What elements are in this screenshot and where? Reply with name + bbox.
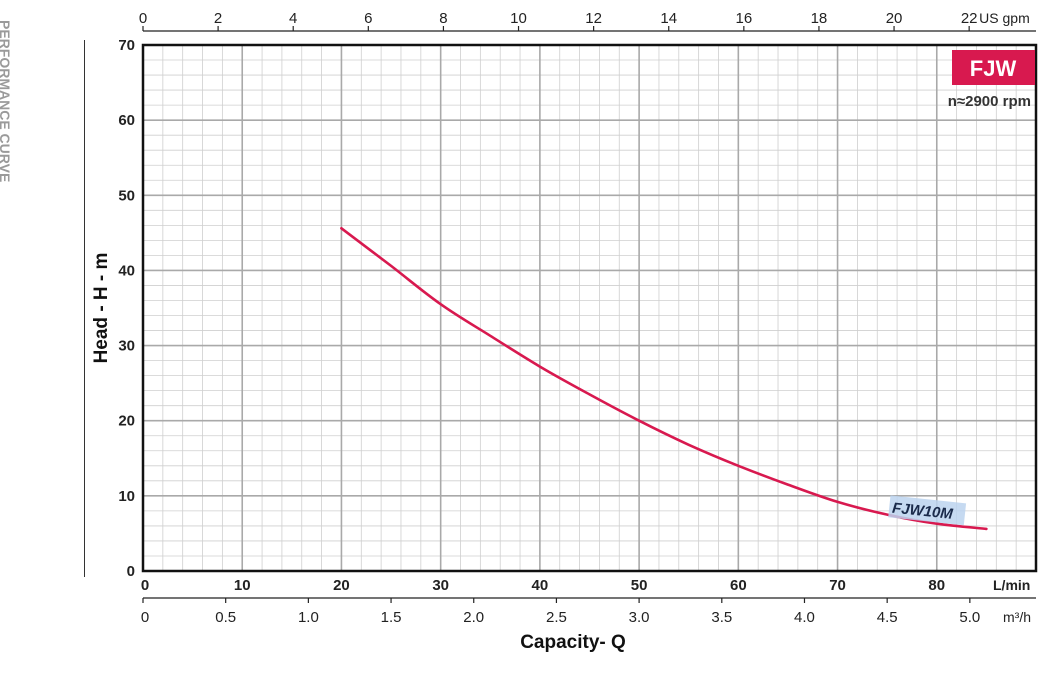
m3h-tick-label: 5.0	[959, 609, 980, 626]
major-grid	[142, 44, 1036, 572]
x-axis-title: Capacity- Q	[520, 632, 626, 653]
x-tick-label: 50	[631, 577, 648, 594]
gpm-tick-label: 8	[439, 10, 447, 27]
x-tick-label: 30	[432, 577, 449, 594]
bottom-axis-lmin: 0 10 20 30 40 50 60 70 80	[141, 577, 945, 594]
x-unit-lmin: L/min	[993, 577, 1030, 593]
series-layer: FJW10M	[340, 227, 988, 531]
side-divider	[84, 40, 85, 577]
gpm-tick-label: 0	[139, 10, 147, 27]
m3h-tick-label: 1.5	[381, 609, 402, 626]
y-tick-label: 60	[118, 112, 135, 129]
x-tick-label: 0	[141, 577, 149, 594]
x-tick-label: 70	[829, 577, 846, 594]
y-tick-label: 70	[118, 37, 135, 54]
m3h-tick-label: 1.0	[298, 609, 319, 626]
gpm-tick-label: 12	[585, 10, 602, 27]
minor-grid	[142, 44, 1037, 572]
gpm-tick-label: 16	[735, 10, 752, 27]
y-tick-label: 10	[118, 488, 135, 505]
plot-frame	[141, 43, 1038, 573]
x-tick-label: 60	[730, 577, 747, 594]
gpm-tick-label: 4	[289, 10, 297, 27]
y-tick-label: 0	[127, 563, 135, 580]
x-tick-label: 40	[532, 577, 549, 594]
m3h-tick-label: 4.0	[794, 609, 815, 626]
left-axis-head: 0 10 20 30 40 50 60 70	[118, 37, 135, 580]
x-unit-gpm: US gpm	[979, 10, 1030, 26]
gpm-tick-label: 14	[660, 10, 677, 27]
m3h-tick-label: 2.0	[463, 609, 484, 626]
badge-text: FJW	[970, 56, 1017, 81]
m3h-tick-label: 0	[141, 609, 149, 626]
m3h-tick-label: 2.5	[546, 609, 567, 626]
x-tick-label: 80	[928, 577, 945, 594]
gpm-tick-label: 20	[886, 10, 903, 27]
y-tick-label: 50	[118, 187, 135, 204]
y-tick-label: 30	[118, 338, 135, 355]
y-tick-label: 40	[118, 262, 135, 279]
y-axis-title: Head - H - m	[91, 253, 112, 364]
series-line-fjw10m	[340, 227, 988, 531]
m3h-tick-label: 0.5	[215, 609, 236, 626]
top-axis-gpm: 0 2 4 6 8 10 12 14 16 18 20 22	[139, 10, 1036, 32]
m3h-tick-label: 3.0	[629, 609, 650, 626]
gpm-tick-label: 2	[214, 10, 222, 27]
bottom-axis-m3h: 0 0.5 1.0 1.5 2.0 2.5 3.0 3.5 4.0 4.5 5.0	[141, 597, 1036, 626]
speed-label: n≈2900 rpm	[948, 93, 1031, 110]
gpm-tick-label: 6	[364, 10, 372, 27]
gpm-tick-label: 10	[510, 10, 527, 27]
model-badge: FJW	[952, 50, 1035, 85]
x-tick-label: 10	[234, 577, 251, 594]
m3h-tick-label: 4.5	[877, 609, 898, 626]
series-label: FJW10M	[891, 500, 954, 523]
series-label-bg	[888, 495, 967, 526]
badge-background	[952, 50, 1035, 85]
gpm-tick-label: 18	[811, 10, 828, 27]
x-unit-m3h: m³/h	[1003, 609, 1031, 625]
gpm-tick-label: 22	[961, 10, 978, 27]
y-tick-label: 20	[118, 413, 135, 430]
m3h-tick-label: 3.5	[711, 609, 732, 626]
x-tick-label: 20	[333, 577, 350, 594]
